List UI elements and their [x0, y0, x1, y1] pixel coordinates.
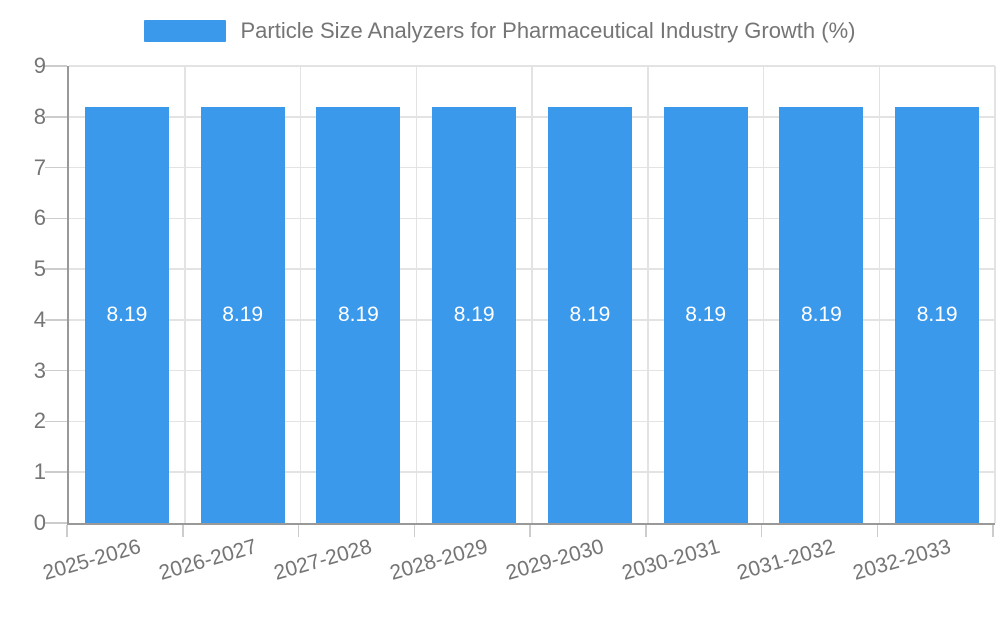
bar-value-label: 8.19 [222, 303, 264, 327]
y-tick-label: 1 [33, 459, 46, 485]
bar[interactable]: 8.19 [663, 107, 748, 523]
y-tick-mark [45, 166, 67, 169]
x-tick-mark [182, 525, 184, 537]
y-tick-mark [45, 116, 67, 118]
gridline-vertical [878, 66, 880, 523]
gridline-vertical [184, 66, 186, 523]
plot-area: 8.19 8.19 8.19 8.19 8.19 8.19 8.19 8.19 [67, 65, 996, 525]
y-tick-label: 3 [33, 357, 46, 383]
x-tick-mark [66, 525, 68, 537]
y-tick-label: 4 [33, 306, 46, 332]
bar[interactable]: 8.19 [316, 107, 401, 523]
y-tick-mark [45, 65, 67, 67]
bar-value-label: 8.19 [916, 303, 958, 327]
y-tick-mark [45, 420, 67, 423]
legend-swatch[interactable] [144, 20, 227, 42]
bar[interactable]: 8.19 [432, 107, 517, 523]
y-tick-label: 2 [33, 408, 46, 434]
bar-value-label: 8.19 [685, 303, 727, 327]
bar[interactable]: 8.19 [895, 107, 980, 523]
bar-chart: Particle Size Analyzers for Pharmaceutic… [0, 18, 1000, 585]
bar[interactable]: 8.19 [84, 107, 169, 523]
y-tick-mark [45, 522, 67, 524]
y-tick-mark [45, 471, 67, 473]
y-tick-label: 6 [33, 205, 46, 231]
gridline-vertical [299, 66, 302, 523]
x-tick-mark [645, 525, 647, 537]
bar-value-label: 8.19 [453, 303, 495, 327]
gridline-vertical [531, 66, 533, 523]
bar-value-label: 8.19 [569, 303, 611, 327]
gridline-vertical [994, 66, 996, 523]
gridline-vertical [762, 66, 765, 523]
bar-value-label: 8.19 [800, 303, 842, 327]
gridline-vertical [647, 66, 649, 523]
y-tick-label: 8 [33, 103, 46, 129]
x-tick-mark [876, 525, 878, 537]
legend: Particle Size Analyzers for Pharmaceutic… [0, 18, 1000, 44]
chart-title: Particle Size Analyzers for Pharmaceutic… [240, 18, 856, 43]
y-tick-label: 0 [33, 510, 46, 535]
x-tick-mark [413, 525, 415, 537]
y-tick-mark [45, 217, 67, 220]
y-tick-mark [45, 319, 67, 321]
bar[interactable]: 8.19 [779, 107, 864, 523]
y-tick-mark [45, 268, 67, 270]
y-tick-mark [45, 369, 67, 372]
bar-value-label: 8.19 [337, 303, 379, 327]
y-tick-label: 5 [33, 256, 46, 282]
bar[interactable]: 8.19 [200, 107, 285, 523]
bar-value-label: 8.19 [106, 303, 148, 327]
x-tick-mark [760, 525, 763, 537]
y-tick-label: 7 [33, 154, 46, 180]
x-tick-mark [992, 525, 994, 537]
y-tick-label: 9 [33, 53, 46, 78]
bar[interactable]: 8.19 [547, 107, 632, 523]
gridline-vertical [415, 66, 417, 523]
x-tick-mark [297, 525, 300, 537]
x-tick-mark [529, 525, 531, 537]
